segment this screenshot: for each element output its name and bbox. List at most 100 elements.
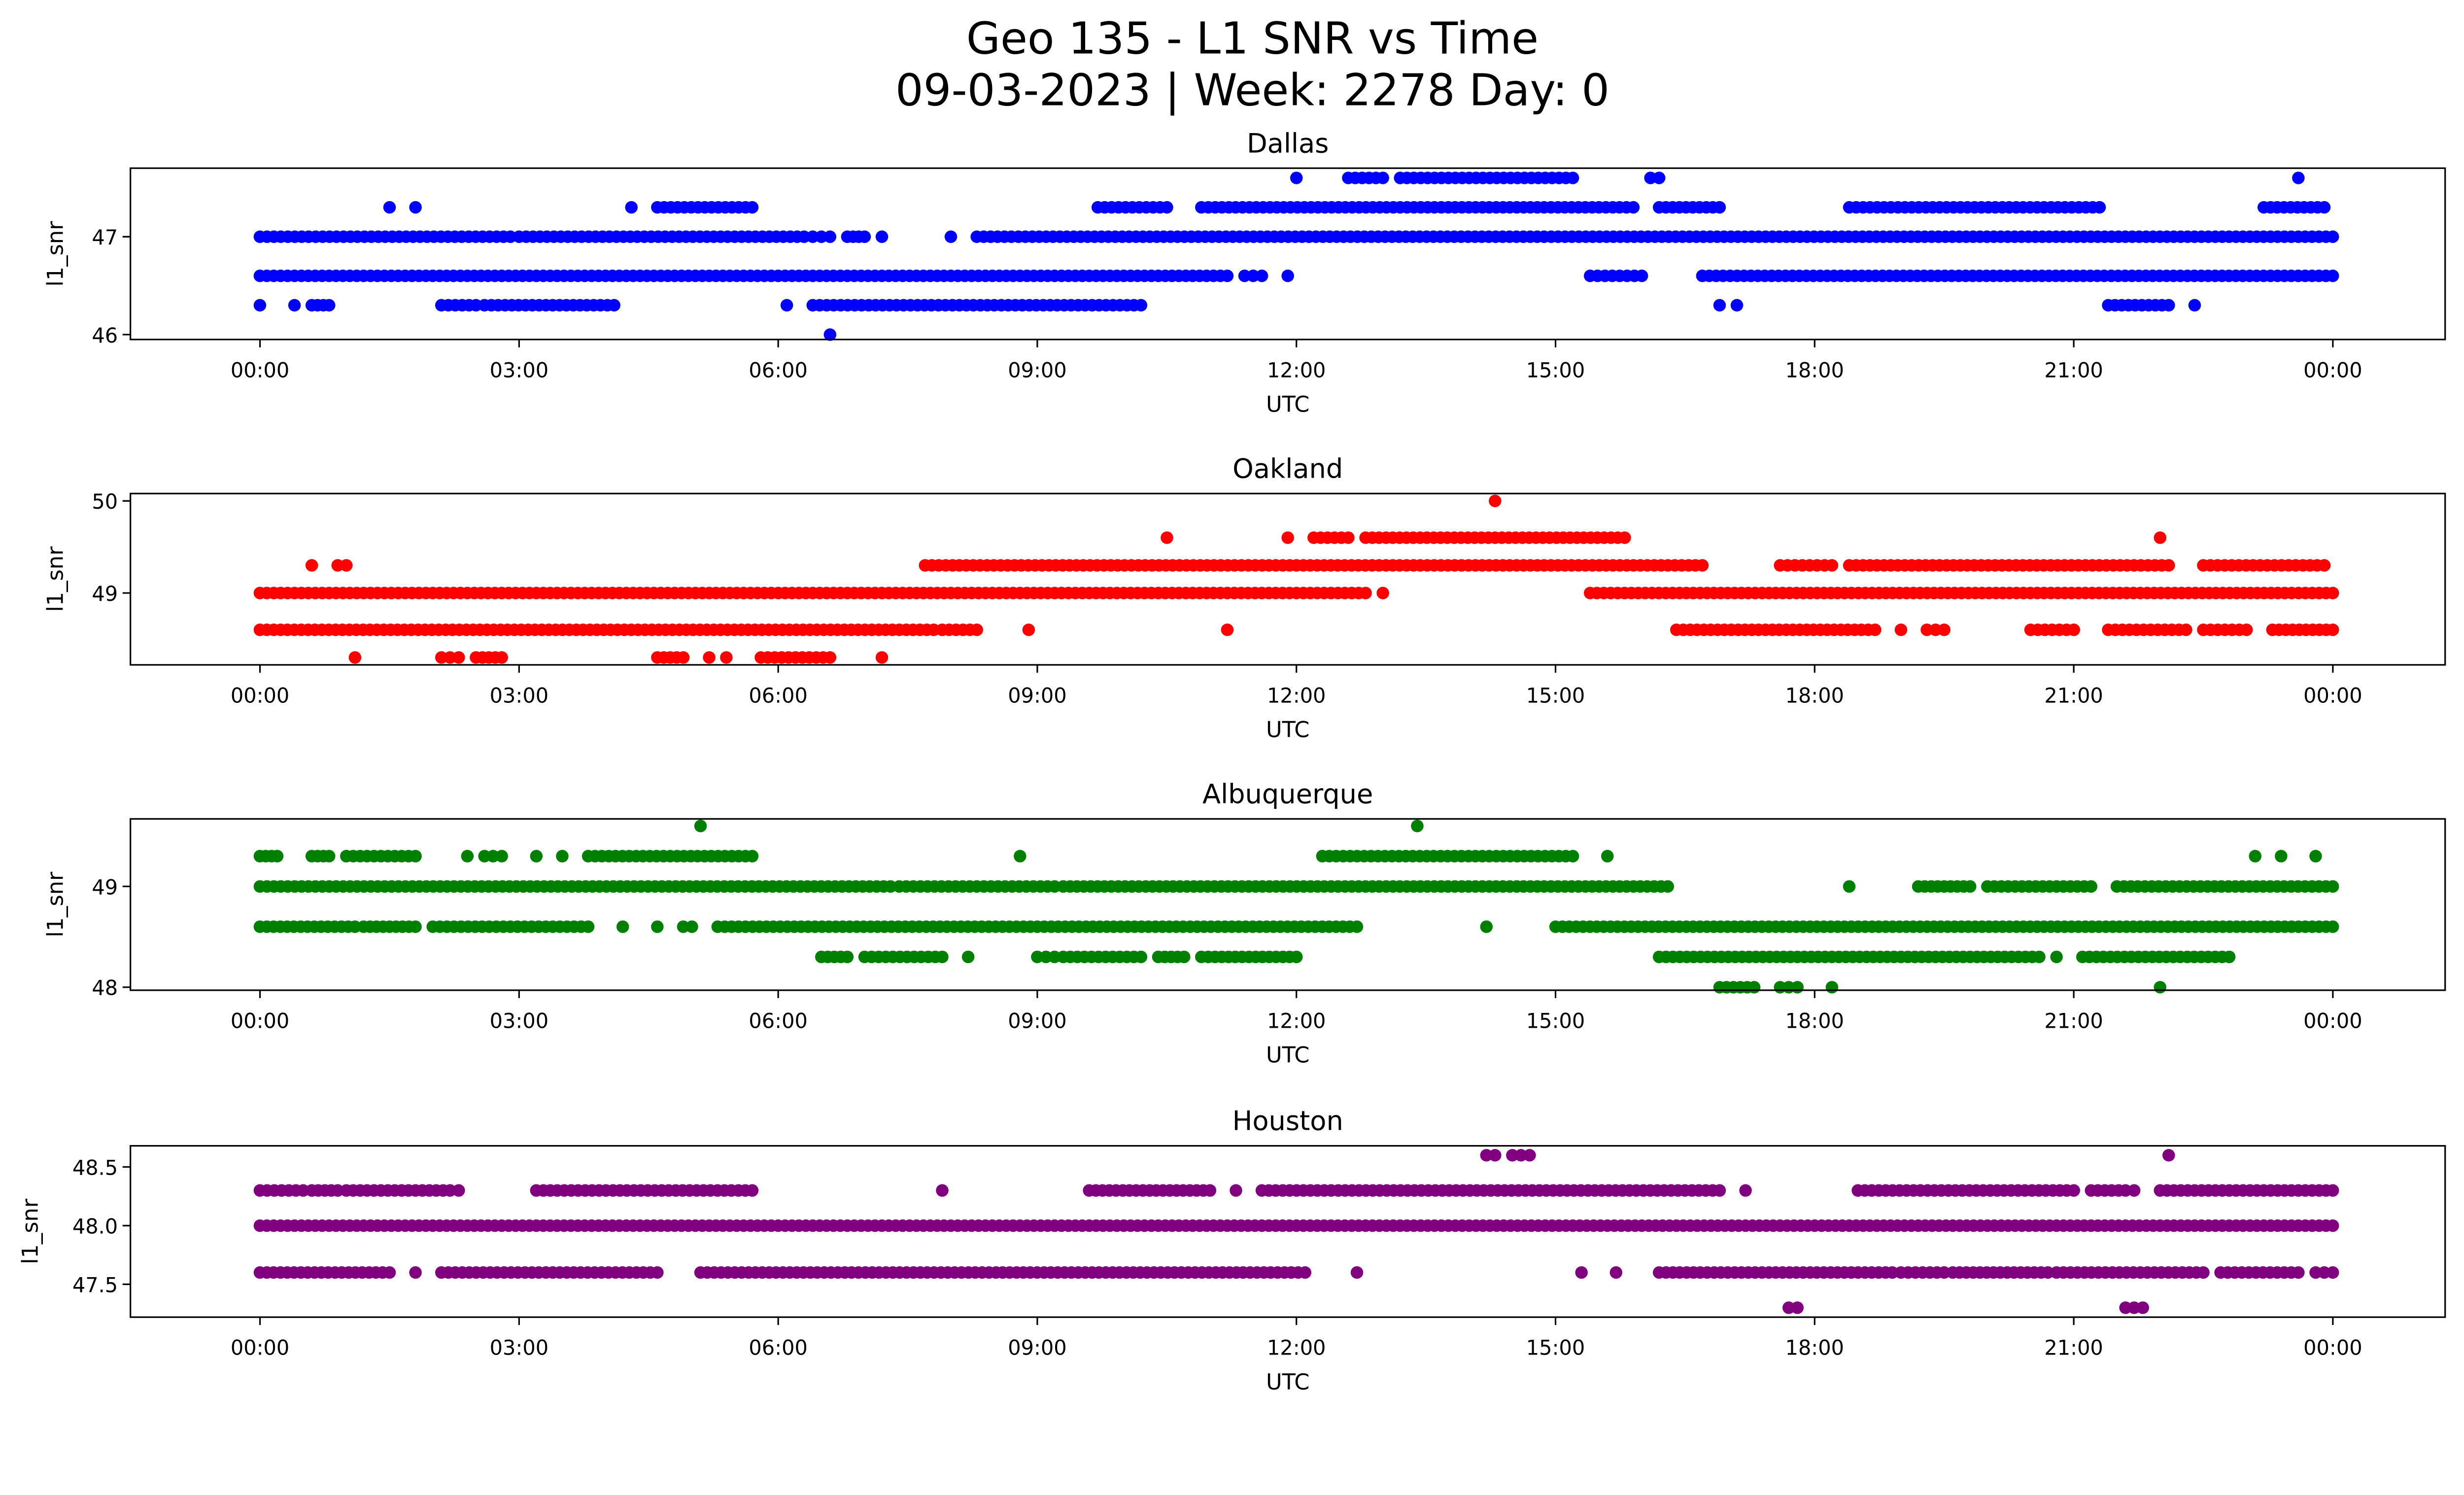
data-point [1411, 819, 1424, 833]
data-point [495, 651, 508, 664]
data-point [2309, 1266, 2322, 1279]
x-tick-label: 00:00 [231, 1336, 289, 1360]
y-tick-label: 47 [92, 226, 118, 249]
data-point [2085, 880, 2098, 893]
data-point [1290, 172, 1303, 184]
data-point [288, 299, 301, 312]
y-tick-label: 47.5 [72, 1273, 118, 1297]
x-tick-label: 15:00 [1526, 1009, 1585, 1033]
data-point [331, 1184, 344, 1197]
data-point [1825, 559, 1839, 572]
data-point [1920, 623, 1933, 636]
data-point [253, 299, 267, 312]
x-tick-label: 15:00 [1526, 1336, 1585, 1360]
y-tick-label: 48.5 [72, 1156, 118, 1180]
data-point [383, 201, 396, 214]
data-point [1255, 269, 1268, 282]
data-point [815, 230, 828, 243]
data-point [2326, 587, 2339, 599]
data-point [2326, 880, 2339, 893]
data-point [444, 651, 457, 664]
data-point [1480, 920, 1493, 933]
y-axis-label: l1_snr [18, 1198, 43, 1264]
data-point [1523, 1148, 1536, 1162]
data-point [348, 920, 362, 933]
data-point [2162, 1148, 2175, 1162]
y-tick-label: 46 [92, 324, 118, 348]
data-point [2033, 950, 2046, 964]
y-axis-label: l1_snr [43, 221, 68, 287]
data-point [677, 651, 690, 664]
data-point [1843, 880, 1856, 893]
data-point [1894, 623, 1908, 636]
data-point [677, 920, 690, 933]
x-tick-label: 00:00 [2303, 684, 2362, 707]
data-point [1048, 950, 1061, 964]
y-tick-label: 50 [92, 490, 118, 514]
data-point [1247, 269, 1260, 282]
data-point [2223, 950, 2236, 964]
data-point [797, 230, 811, 243]
data-point [875, 651, 889, 664]
data-point [1134, 950, 1148, 964]
data-point [1825, 981, 1839, 994]
x-tick-label: 09:00 [1008, 358, 1066, 382]
data-point [1161, 531, 1173, 544]
data-point [858, 230, 871, 243]
data-point [1376, 172, 1389, 184]
x-tick-label: 09:00 [1008, 1009, 1066, 1033]
data-point [2127, 1301, 2141, 1314]
data-point [1713, 1184, 1726, 1197]
data-point [1644, 172, 1657, 184]
figure: Geo 135 - L1 SNR vs Time 09-03-2023 | We… [17, 13, 2446, 1395]
data-point [746, 850, 759, 863]
data-point [2318, 559, 2331, 572]
data-point [1031, 950, 1044, 964]
x-tick-label: 12:00 [1267, 358, 1326, 382]
data-point [1359, 587, 1372, 599]
x-tick-label: 09:00 [1008, 1336, 1066, 1360]
panel-title: Albuquerque [1202, 778, 1373, 809]
axes-frame [130, 818, 2446, 991]
data-point [2136, 1301, 2149, 1314]
data-point [2292, 172, 2305, 184]
x-axis-label: UTC [1266, 1369, 1309, 1395]
data-point [383, 1266, 396, 1279]
data-point [322, 299, 336, 312]
data-point [1514, 1148, 1528, 1162]
data-point [1230, 1184, 1242, 1197]
data-point [2326, 1266, 2339, 1279]
data-point [2240, 623, 2253, 636]
data-point [1869, 623, 1882, 636]
data-point [2127, 1184, 2141, 1197]
data-point [1601, 850, 1614, 863]
data-point [625, 201, 638, 214]
data-point [1782, 1301, 1795, 1314]
data-points [253, 819, 2339, 994]
x-axis-label: UTC [1266, 1043, 1309, 1068]
data-point [2119, 1184, 2132, 1197]
data-point [297, 1184, 309, 1197]
data-point [2041, 1266, 2054, 1279]
x-tick-label: 12:00 [1267, 1336, 1326, 1360]
data-point [1886, 1266, 1899, 1279]
data-point [806, 230, 819, 243]
data-point [1661, 880, 1674, 893]
data-point [616, 920, 629, 933]
x-tick-label: 03:00 [490, 1009, 548, 1033]
x-tick-label: 18:00 [1785, 358, 1844, 382]
data-point [1566, 850, 1579, 863]
x-tick-label: 03:00 [490, 684, 548, 707]
data-point [2326, 920, 2339, 933]
x-tick-label: 00:00 [2303, 358, 2362, 382]
panel-title: Oakland [1232, 453, 1343, 484]
data-point [1964, 880, 1977, 893]
data-point [486, 850, 500, 863]
data-point [1747, 981, 1761, 994]
figure-title-line1: Geo 135 - L1 SNR vs Time [966, 13, 1539, 64]
data-point [556, 850, 569, 863]
data-point [1739, 1184, 1752, 1197]
x-tick-label: 00:00 [231, 358, 289, 382]
data-point [1506, 1148, 1519, 1162]
y-tick-label: 48 [92, 976, 118, 1000]
